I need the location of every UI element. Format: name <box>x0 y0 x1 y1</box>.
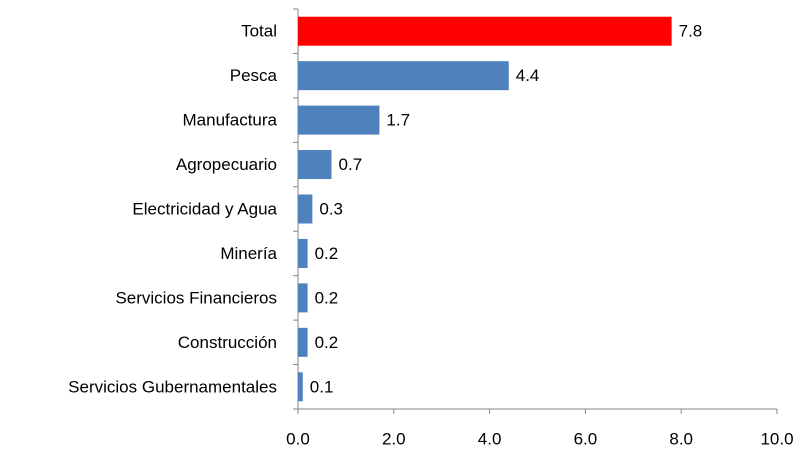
x-tick-label: 8.0 <box>669 429 693 448</box>
y-tick-label: Pesca <box>230 66 278 85</box>
bar <box>298 372 303 402</box>
value-label: 0.2 <box>315 288 339 307</box>
bar <box>298 150 332 180</box>
value-label: 0.2 <box>315 333 339 352</box>
value-label: 0.1 <box>310 377 334 396</box>
x-tick-label: 2.0 <box>382 429 406 448</box>
y-tick-label: Servicios Gubernamentales <box>68 377 277 396</box>
value-label: 1.7 <box>386 111 410 130</box>
y-tick-label: Minería <box>220 244 277 263</box>
bar <box>298 105 380 135</box>
bar <box>298 61 509 91</box>
x-tick-label: 10.0 <box>760 429 793 448</box>
value-label: 0.2 <box>315 244 339 263</box>
x-tick-label: 4.0 <box>478 429 502 448</box>
y-tick-label: Electricidad y Agua <box>132 199 277 218</box>
x-tick-label: 0.0 <box>286 429 310 448</box>
y-tick-label: Construcción <box>178 333 277 352</box>
y-tick-label: Servicios Financieros <box>115 288 277 307</box>
bar <box>298 283 308 313</box>
value-label: 7.8 <box>679 22 703 41</box>
bar <box>298 194 313 224</box>
value-label: 0.7 <box>339 155 363 174</box>
bar <box>298 327 308 357</box>
bar <box>298 16 672 46</box>
bar <box>298 238 308 268</box>
value-label: 0.3 <box>319 199 343 218</box>
y-tick-label: Agropecuario <box>176 155 277 174</box>
y-tick-label: Total <box>241 22 277 41</box>
y-tick-label: Manufactura <box>183 111 278 130</box>
x-tick-label: 6.0 <box>574 429 598 448</box>
value-label: 4.4 <box>516 66 540 85</box>
